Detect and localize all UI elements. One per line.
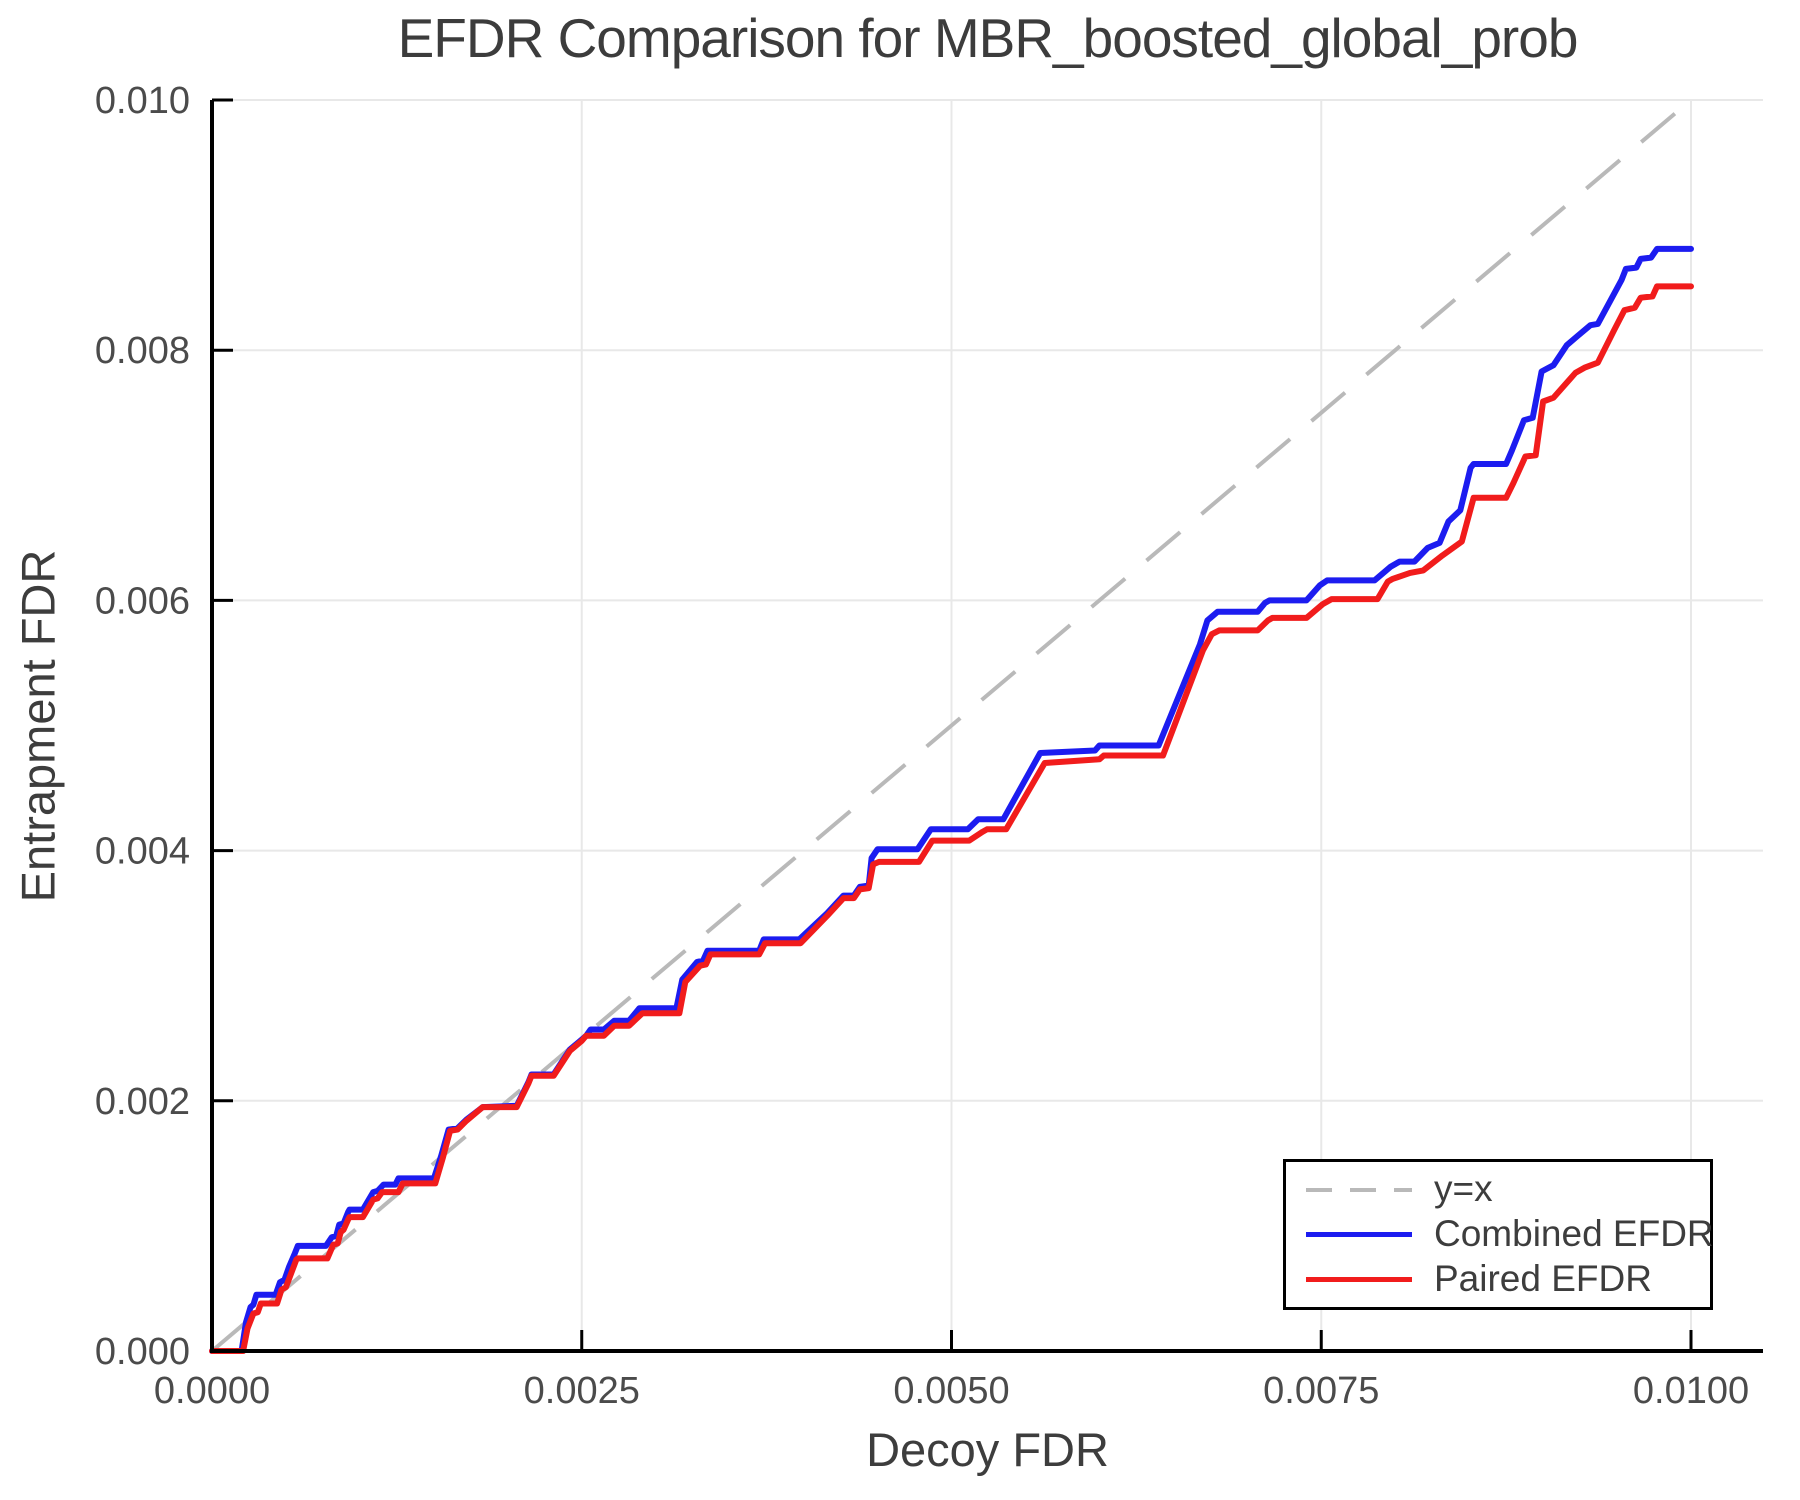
legend-item-paired-efdr: Paired EFDR (1306, 1258, 1710, 1300)
y-axis-title: Entrapment FDR (11, 549, 65, 903)
paired-efdr-line (209, 283, 1694, 1354)
legend: y=x Combined EFDR Paired EFDR (1283, 1159, 1714, 1310)
legend-label: Combined EFDR (1434, 1213, 1714, 1255)
chart-title: EFDR Comparison for MBR_boosted_global_p… (397, 7, 1579, 69)
yx-reference-line (210, 98, 1693, 1353)
solid-line-sample-blue (1306, 1231, 1412, 1237)
y-tick-label: 0.006 (95, 580, 190, 622)
y-tick-label: 0.002 (95, 1081, 190, 1123)
x-tick-label: 0.0100 (1633, 1370, 1749, 1412)
y-tick-label: 0.008 (95, 330, 190, 372)
solid-line-sample-red (1306, 1276, 1412, 1282)
y-tick-label: 0.000 (95, 1331, 190, 1373)
dashed-line-sample (1306, 1187, 1412, 1192)
x-tick-label: 0.0025 (524, 1370, 640, 1412)
x-axis-title: Decoy FDR (866, 1423, 1109, 1476)
x-tick-label: 0.0050 (893, 1370, 1009, 1412)
legend-item-yx: y=x (1306, 1168, 1710, 1210)
legend-item-combined-efdr: Combined EFDR (1306, 1214, 1714, 1254)
y-tick-label: 0.004 (95, 831, 190, 873)
legend-label: y=x (1434, 1168, 1493, 1210)
y-tick-label: 0.010 (95, 80, 190, 122)
x-tick-label: 0.0000 (154, 1370, 270, 1412)
x-tick-label: 0.0075 (1263, 1370, 1379, 1412)
legend-label: Paired EFDR (1434, 1258, 1652, 1300)
